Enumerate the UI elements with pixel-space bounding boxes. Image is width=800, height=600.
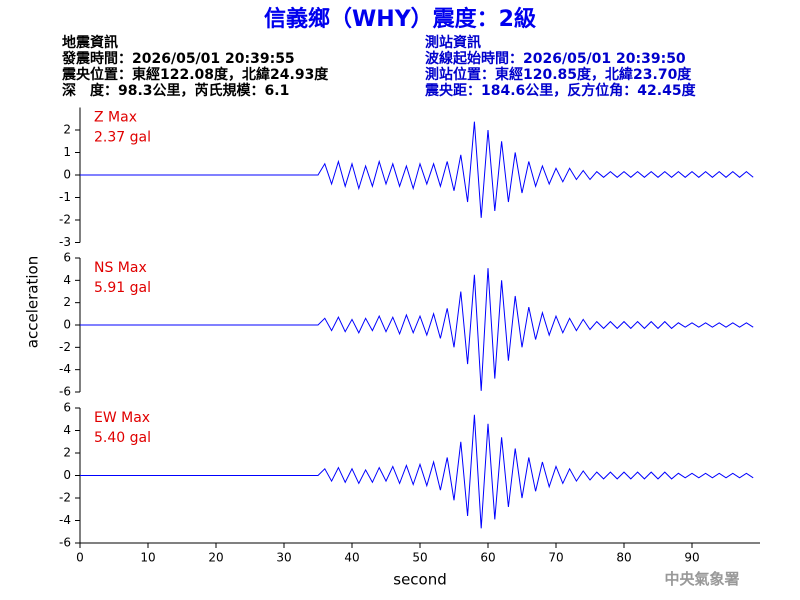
y-tick-label: 2 [63,123,71,137]
info-line: 測站位置：東經120.85度，北緯23.70度 [425,66,692,83]
y-tick-label: -3 [59,235,71,249]
y-tick-label: -4 [59,513,71,527]
info-line: 測站資訊 [425,34,481,51]
waveform [80,414,754,529]
x-tick-label: 80 [616,551,631,565]
y-tick-label: 0 [63,318,71,332]
x-tick-label: 60 [480,551,495,565]
station-info: 測站資訊 波線起始時間：2026/05/01 20:39:50 測站位置：東經1… [424,34,697,99]
info-line: 波線起始時間：2026/05/01 20:39:50 [425,50,686,67]
y-tick-label: 6 [63,401,71,415]
y-axis-title: acceleration [24,256,42,348]
waveform [80,268,754,391]
y-tick-label: 4 [63,423,71,437]
y-tick-label: -6 [59,385,71,399]
max-label: 2.37 gal [94,130,151,146]
x-tick-label: 40 [344,551,359,565]
x-tick-label: 70 [548,551,563,565]
x-axis-title: second [393,571,447,589]
y-tick-label: 6 [63,251,71,265]
x-tick-label: 20 [208,551,223,565]
footer: 中央氣象署 [664,570,739,588]
y-tick-label: -2 [59,213,71,227]
x-tick-label: 50 [412,551,427,565]
y-tick-label: 4 [63,273,71,287]
info-line: 震央距：184.6公里，反方位角：42.45度 [424,82,697,99]
y-tick-label: 0 [63,168,71,182]
x-tick-label: 90 [684,551,699,565]
component-label: NS Max [94,260,147,276]
info-line: 震央位置：東經122.08度，北緯24.93度 [61,66,329,83]
y-tick-label: 2 [63,295,71,309]
y-tick-label: 2 [63,446,71,460]
y-tick-label: -1 [59,190,71,204]
x-tick-label: 10 [140,551,155,565]
info-line: 深 度：98.3公里，芮氏規模：6.1 [62,82,289,99]
component-label: Z Max [94,110,137,126]
x-tick-label: 0 [76,551,84,565]
max-label: 5.91 gal [94,280,151,296]
event-info: 地震資訊 發震時間：2026/05/01 20:39:55 震央位置：東經122… [61,34,329,99]
y-tick-label: -2 [59,340,71,354]
x-tick-label: 30 [276,551,291,565]
y-tick-label: 0 [63,468,71,482]
chart-title: 信義鄉（WHY）震度：2級 [264,6,536,32]
info-line: 發震時間：2026/05/01 20:39:55 [61,50,295,67]
y-tick-label: -6 [59,536,71,550]
component-label: EW Max [94,410,150,426]
waveform [80,121,754,218]
info-line: 地震資訊 [62,34,118,51]
max-label: 5.40 gal [94,430,151,446]
y-tick-label: 1 [63,145,71,159]
y-tick-label: -2 [59,491,71,505]
y-tick-label: -4 [59,362,71,376]
